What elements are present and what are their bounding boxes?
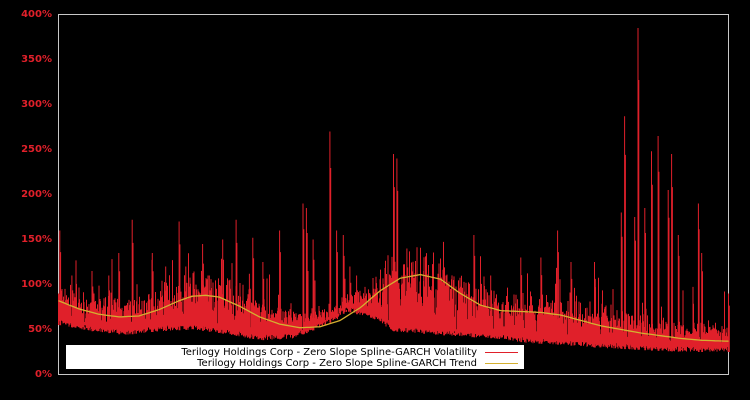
y-tick-label: 350% [21,53,52,65]
y-tick-label: 0% [35,368,52,380]
legend-item-trend: Terilogy Holdings Corp - Zero Slope Spli… [197,357,518,369]
legend-swatch-red-line-icon [485,351,518,353]
legend-swatch-yellow-line-icon [485,362,518,364]
volatility-line [58,28,730,352]
y-tick-label: 100% [21,278,52,290]
y-tick-label: 50% [28,323,52,335]
y-tick-label: 200% [21,188,52,200]
legend-item-volatility: Terilogy Holdings Corp - Zero Slope Spli… [181,346,518,358]
y-tick-label: 300% [21,98,52,110]
trend-series [58,273,729,342]
y-tick-label: 400% [21,8,52,20]
y-tick-label: 250% [21,143,52,155]
chart-legend: Terilogy Holdings Corp - Zero Slope Spli… [66,345,524,369]
y-tick-label: 150% [21,233,52,245]
legend-label: Terilogy Holdings Corp - Zero Slope Spli… [181,346,477,358]
volatility-series [58,28,730,352]
legend-label: Terilogy Holdings Corp - Zero Slope Spli… [197,357,477,369]
